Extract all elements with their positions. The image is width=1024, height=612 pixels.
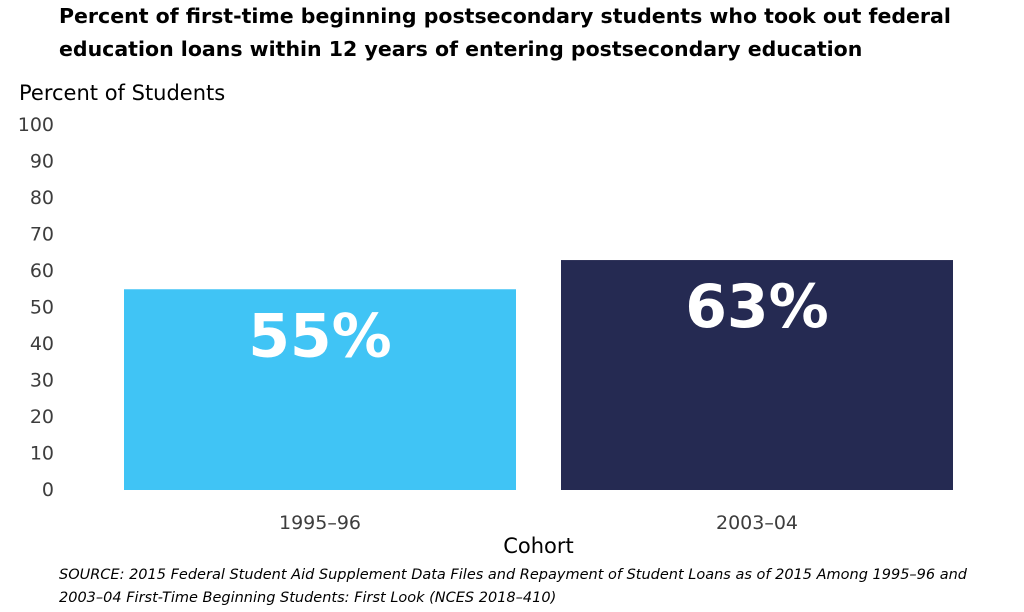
category-label: 2003–04 [716, 512, 798, 534]
chart-title: Percent of first-time beginning postseco… [59, 4, 951, 61]
source-note: SOURCE: 2015 Federal Student Aid Supplem… [59, 567, 968, 606]
y-tick-label: 80 [30, 187, 54, 209]
bars [124, 260, 953, 490]
x-axis-title: Cohort [503, 534, 574, 558]
data-labels: 55% 63% [248, 272, 829, 371]
y-tick-label: 10 [30, 443, 54, 465]
bar [561, 260, 953, 490]
y-tick-label: 20 [30, 406, 54, 428]
y-tick-label: 60 [30, 260, 54, 282]
y-tick-label: 30 [30, 370, 54, 392]
category-labels: 1995–96 2003–04 [279, 512, 798, 534]
y-tick-label: 0 [42, 479, 54, 501]
y-tick-label: 100 [18, 114, 54, 136]
bar [124, 289, 516, 490]
y-axis-title: Percent of Students [19, 81, 226, 105]
category-label: 1995–96 [279, 512, 361, 534]
bar-data-label: 63% [685, 272, 829, 342]
y-tick-label: 90 [30, 151, 54, 173]
y-tick-label: 70 [30, 224, 54, 246]
y-tick-label: 50 [30, 297, 54, 319]
y-tick-label: 40 [30, 333, 54, 355]
bar-data-label: 55% [248, 301, 392, 371]
y-axis-ticks: 0 10 20 30 40 50 60 70 80 90 100 [18, 114, 54, 501]
